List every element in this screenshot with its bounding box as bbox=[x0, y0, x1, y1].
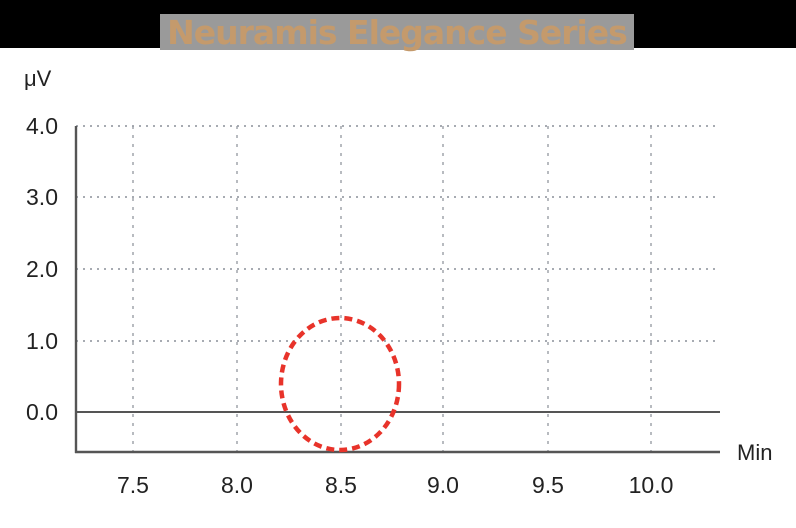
y-tick-labels: 4.0 3.0 2.0 1.0 0.0 bbox=[26, 113, 58, 425]
x-tick-label: 9.0 bbox=[427, 472, 459, 498]
x-tick-label: 10.0 bbox=[629, 472, 674, 498]
chart-title: Neuramis Elegance Series bbox=[167, 13, 628, 52]
x-tick-label: 7.5 bbox=[117, 472, 149, 498]
x-tick-label: 8.0 bbox=[221, 472, 253, 498]
y-tick-label: 3.0 bbox=[26, 184, 58, 210]
highlight-circle bbox=[278, 315, 402, 453]
x-tick-label: 9.5 bbox=[532, 472, 564, 498]
y-tick-label: 4.0 bbox=[26, 113, 58, 139]
vertical-gridlines bbox=[132, 126, 652, 452]
horizontal-gridlines bbox=[76, 125, 720, 342]
x-axis-unit-label: Min bbox=[737, 440, 772, 465]
y-axis-unit-label: μV bbox=[24, 66, 52, 91]
x-tick-labels: 7.5 8.0 8.5 9.0 9.5 10.0 bbox=[117, 472, 673, 498]
x-tick-label: 8.5 bbox=[325, 472, 357, 498]
title-highlight: Neuramis Elegance Series bbox=[160, 13, 634, 52]
y-tick-label: 1.0 bbox=[26, 328, 58, 354]
y-tick-label: 2.0 bbox=[26, 256, 58, 282]
y-tick-label: 0.0 bbox=[26, 399, 58, 425]
